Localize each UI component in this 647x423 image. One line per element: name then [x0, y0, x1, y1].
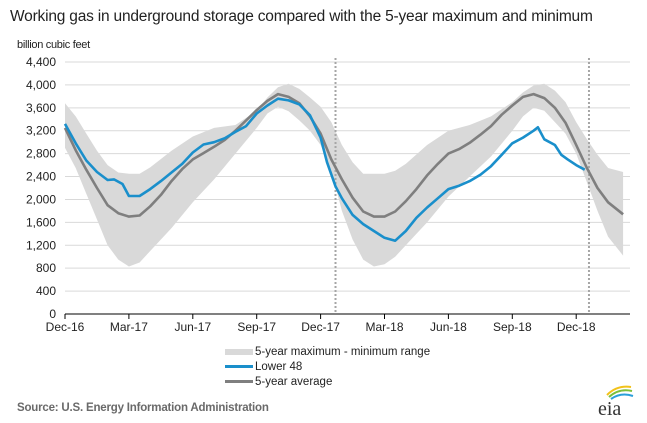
- x-tick-label: Jun-18: [430, 320, 467, 334]
- legend-item-range: 5-year maximum - minimum range: [225, 344, 430, 359]
- y-tick-label: 2,800: [26, 147, 56, 161]
- x-tick-label: Jun-17: [174, 320, 211, 334]
- y-tick-label: 800: [36, 261, 56, 275]
- y-tick-label: 0: [49, 307, 56, 321]
- x-tick-label: Mar-17: [110, 320, 148, 334]
- x-tick-label: Sep-17: [237, 320, 276, 334]
- y-tick-label: 1,600: [26, 215, 56, 229]
- y-tick-label: 2,400: [26, 170, 56, 184]
- legend-swatch-range: [225, 348, 253, 355]
- y-tick-label: 3,600: [26, 101, 56, 115]
- legend-item-lower48: Lower 48: [225, 359, 430, 374]
- y-tick-label: 2,000: [26, 192, 56, 206]
- x-tick-label: Mar-18: [365, 320, 403, 334]
- gridlines: [65, 61, 630, 292]
- legend: 5-year maximum - minimum range Lower 48 …: [225, 344, 430, 389]
- legend-swatch-average: [225, 380, 253, 383]
- logo-arc-yellow: [606, 385, 632, 396]
- legend-label-average: 5-year average: [255, 375, 333, 388]
- legend-label-lower48: Lower 48: [255, 360, 303, 373]
- y-tick-label: 3,200: [26, 124, 56, 138]
- x-axis-tick-labels: Dec-16 Mar-17 Jun-17 Sep-17 Dec-17 Mar-18 Jun-…: [46, 320, 596, 334]
- x-tick-label: Dec-17: [301, 320, 340, 334]
- lower-48-line: [63, 97, 586, 242]
- chart-title: Working gas in underground storage compa…: [10, 8, 593, 25]
- y-tick-label: 4,000: [26, 78, 56, 92]
- legend-label-range: 5-year maximum - minimum range: [255, 345, 431, 358]
- legend-item-average: 5-year average: [225, 374, 430, 389]
- y-axis-tick-labels: 0 400 800 1,200 1,600 2,000 2,400 2,800 3,200 3,6…: [26, 55, 56, 321]
- x-tick-label: Dec-18: [557, 320, 596, 334]
- x-axis: [64, 313, 630, 319]
- logo-arc-blue: [610, 393, 634, 400]
- legend-swatch-lower48: [225, 365, 253, 368]
- x-tick-label: Dec-16: [46, 320, 85, 334]
- y-tick-label: 400: [36, 284, 56, 298]
- range-band: [65, 83, 624, 267]
- logo-text: eia: [598, 398, 621, 419]
- x-tick-label: Sep-18: [493, 320, 532, 334]
- logo-arc-green: [608, 389, 633, 398]
- source-note: Source: U.S. Energy Information Administ…: [17, 402, 269, 414]
- eia-logo: eia: [598, 385, 634, 419]
- y-tick-label: 1,200: [26, 238, 56, 252]
- y-axis-unit-label: billion cubic feet: [17, 39, 90, 51]
- series-group: [63, 92, 624, 242]
- range-band-group: [65, 83, 624, 267]
- y-tick-label: 4,400: [26, 55, 56, 69]
- five-year-average-line: [63, 92, 624, 218]
